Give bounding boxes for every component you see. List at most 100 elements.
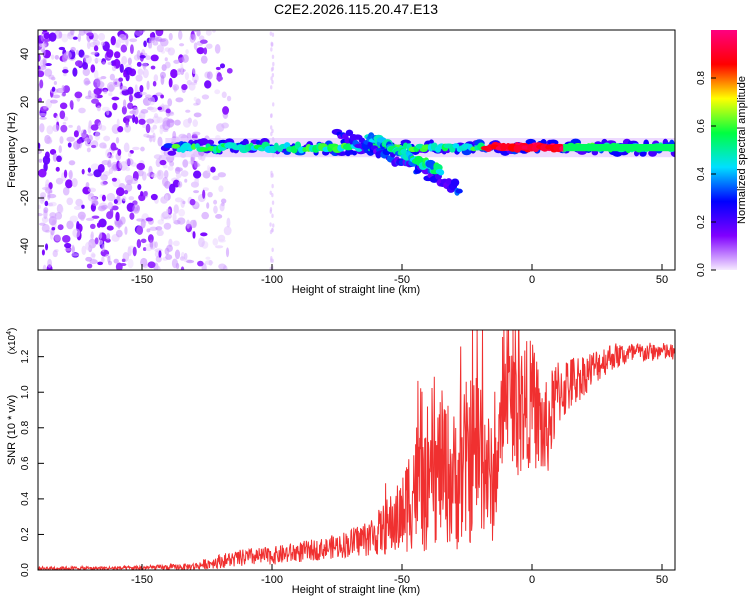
noise-cell: [102, 144, 107, 149]
noise-cell: [101, 204, 108, 210]
snr-scale-exponent: 4: [6, 331, 13, 335]
noise-cell: [66, 197, 74, 206]
noise-cell: [121, 196, 127, 202]
noise-cell: [38, 142, 41, 151]
noise-cell: [111, 205, 119, 211]
y-tick-label: 20: [19, 96, 31, 108]
noise-cell: [121, 55, 128, 65]
noise-cell: [103, 89, 108, 94]
noise-cell: [180, 170, 189, 177]
noise-cell: [146, 80, 150, 90]
noise-column-cell: [271, 32, 275, 37]
noise-cell: [68, 124, 73, 128]
snr-x-label: Height of straight line (km): [292, 584, 420, 596]
noise-cell: [170, 68, 178, 79]
noise-cell: [43, 32, 51, 39]
noise-cell: [137, 114, 142, 119]
noise-cell: [139, 84, 144, 93]
snr-scale-close: ): [7, 328, 18, 331]
colorbar-gradient: [711, 30, 737, 270]
noise-cell: [128, 94, 133, 103]
noise-cell: [90, 231, 94, 240]
noise-cell: [96, 222, 102, 228]
noise-cell: [125, 166, 131, 172]
noise-column-cell: [271, 213, 274, 219]
noise-cell: [216, 76, 223, 81]
noise-cell: [50, 54, 55, 60]
noise-cell: [62, 85, 71, 93]
noise-cell: [199, 39, 208, 44]
snr-frame: [37, 329, 676, 571]
noise-cell: [149, 106, 158, 113]
noise-cell: [150, 65, 156, 70]
noise-cell: [49, 212, 57, 218]
noise-cell: [171, 258, 178, 269]
noise-cell: [175, 97, 184, 103]
noise-cell: [63, 169, 68, 179]
noise-cell: [156, 169, 164, 180]
noise-cell: [94, 237, 99, 245]
y-tick-label: 0.2: [20, 527, 31, 541]
y-tick-label: -20: [19, 190, 31, 206]
noise-column-cell: [270, 173, 273, 178]
spectrogram-y-ticks: -40 -20 0 20 40: [19, 48, 44, 254]
noise-cell: [212, 30, 216, 33]
noise-cell: [100, 41, 106, 46]
noise-cell: [159, 159, 167, 166]
noise-cell: [147, 261, 156, 269]
colorbar-tick-label: 0.8: [696, 71, 707, 85]
noise-cell: [119, 85, 128, 91]
noise-cell: [183, 252, 188, 260]
noise-cell: [140, 109, 149, 114]
noise-cell: [182, 118, 192, 128]
noise-cell: [166, 118, 175, 128]
noise-cell: [225, 247, 230, 258]
noise-cell: [93, 45, 99, 52]
noise-cell: [127, 152, 132, 158]
noise-column-cell: [271, 227, 274, 233]
noise-cell: [60, 124, 68, 133]
noise-cell: [167, 98, 173, 107]
noise-cell: [193, 190, 200, 194]
noise-cell: [157, 106, 163, 111]
noise-cell: [82, 186, 91, 195]
noise-cell: [150, 193, 158, 201]
noise-cell: [190, 156, 195, 166]
noise-cell: [148, 96, 156, 106]
noise-cell: [122, 99, 127, 109]
noise-cell: [140, 190, 144, 197]
noise-cell: [73, 205, 82, 211]
noise-cell: [72, 228, 81, 238]
noise-cell: [203, 47, 208, 55]
noise-cell: [167, 165, 174, 171]
colorbar-ticks: 0.0 0.2 0.4 0.6 0.8: [696, 71, 716, 277]
noise-cell: [197, 260, 204, 267]
snr-y-ticks: 0.0 0.2 0.4 0.6 0.8 1.0 1.2: [20, 349, 44, 577]
noise-cell: [179, 43, 185, 47]
noise-cell: [136, 238, 142, 249]
noise-cell: [182, 159, 189, 168]
noise-cell: [128, 68, 137, 77]
noise-cell: [78, 30, 86, 36]
noise-cell: [174, 119, 181, 126]
noise-cell: [205, 43, 213, 49]
y-tick-label: 1.2: [20, 349, 31, 363]
noise-cell: [47, 193, 57, 199]
noise-cell: [101, 160, 110, 166]
noise-cell: [168, 32, 173, 41]
band-cell-main-outer: [648, 149, 657, 157]
noise-column-cell: [270, 125, 273, 130]
noise-cell: [80, 214, 85, 222]
x-tick-label: -150: [131, 574, 153, 586]
noise-cell: [101, 256, 105, 264]
noise-cell: [48, 215, 57, 226]
band-cell-main-outer: [167, 150, 177, 156]
noise-cell: [202, 189, 206, 199]
spectrogram-panel: -150 -100 -50 0 50 -40 -20 0 20 40 Height of str…: [6, 29, 676, 296]
noise-cell: [155, 30, 164, 37]
noise-cell: [127, 86, 134, 95]
noise-cell: [189, 219, 197, 229]
noise-cell: [136, 225, 144, 235]
noise-cell: [165, 254, 173, 260]
noise-cell: [160, 212, 165, 222]
